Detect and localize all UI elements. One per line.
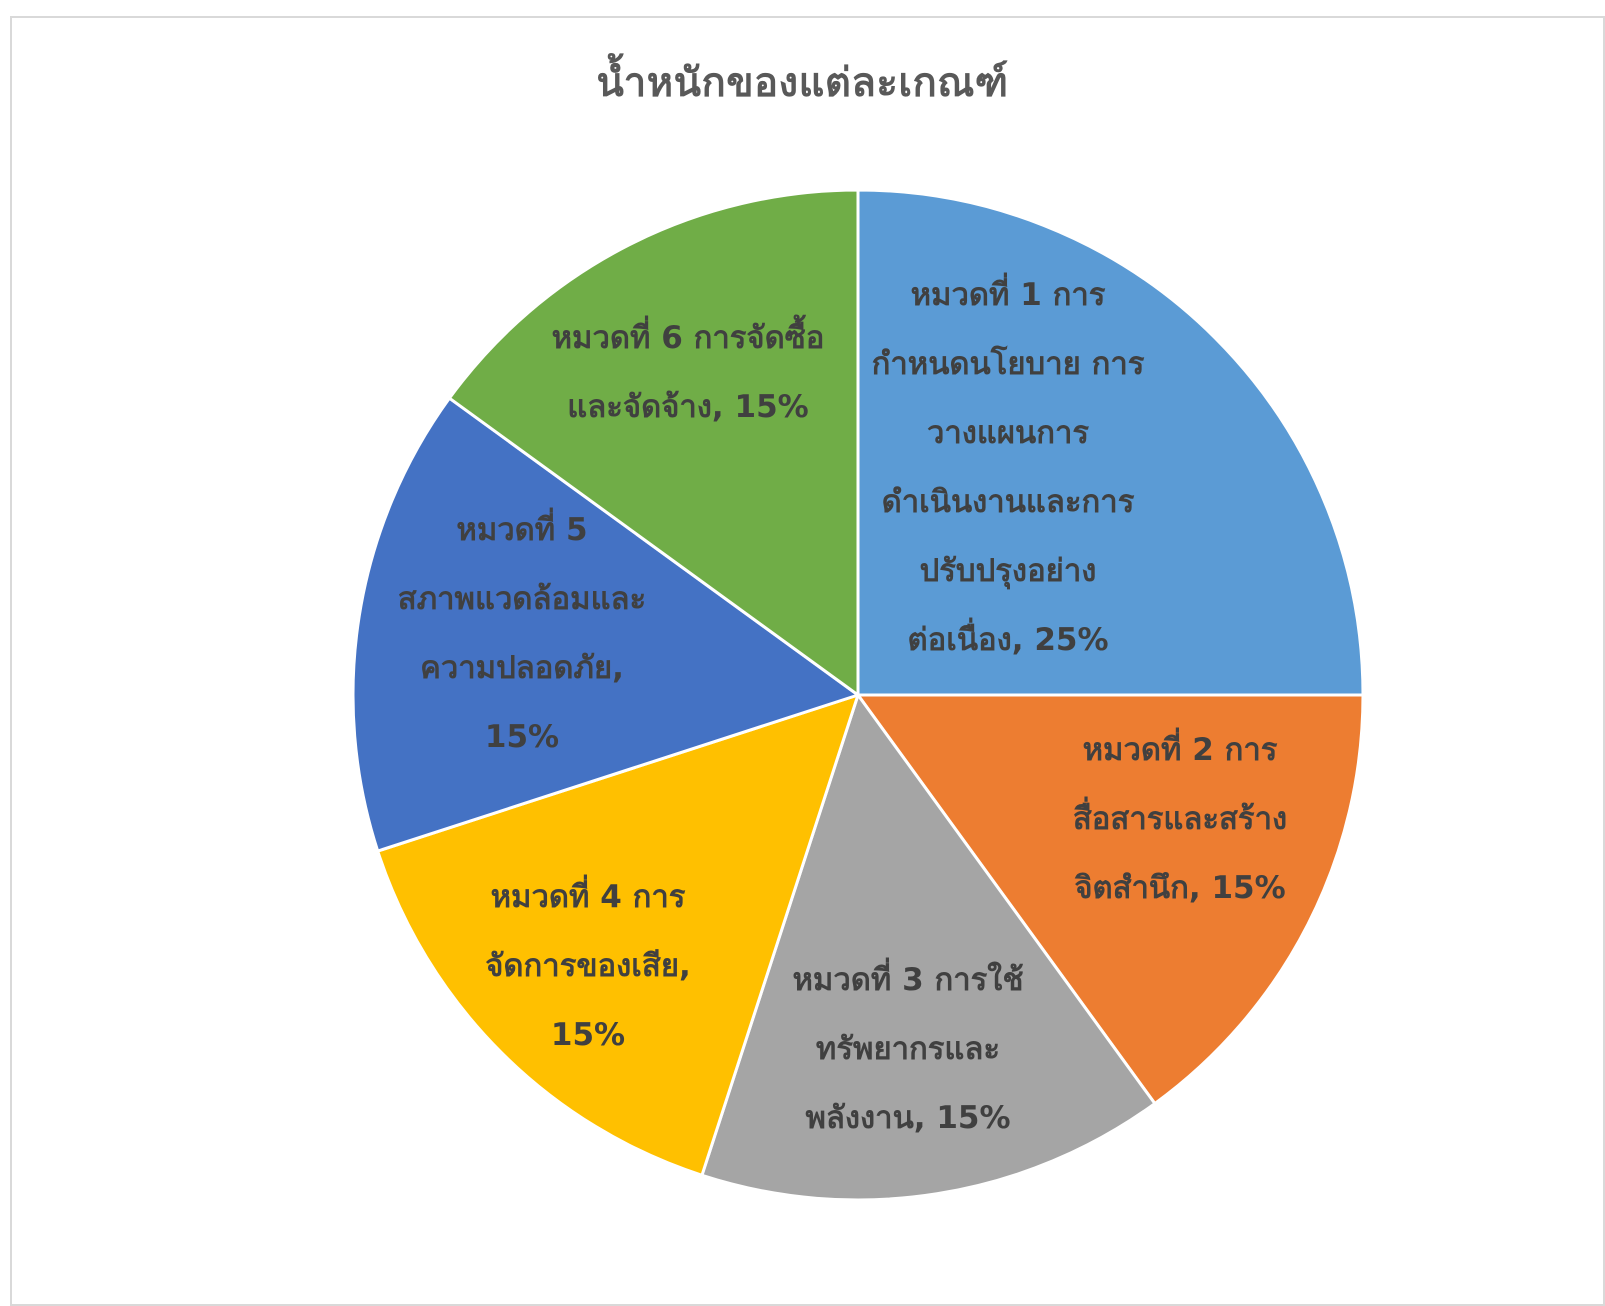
slice-label-5: หมวดที่ 5 สภาพแวดล้อมและความปลอดภัย, 15% [398,507,646,755]
pie-slice-2 [856,693,1365,1106]
slice-label-line: ทรัพยากรและ [816,1031,1000,1067]
pie-slice-1 [856,188,1365,697]
slice-label-2: หมวดที่ 2 การสื่อสารและสร้างจิตสำนึก, 15… [1073,727,1287,906]
slice-label-line: สภาพแวดล้อมและ [398,581,646,617]
slice-label-line: 15% [551,1017,625,1053]
pie-slice-5 [351,396,860,853]
slice-label-6: หมวดที่ 6 การจัดซื้อและจัดจ้าง, 15% [552,314,825,425]
slice-label-line: ดำเนินงานและการ [882,484,1135,520]
pie-slices [351,188,1365,1202]
slice-label-line: หมวดที่ 2 การ [1083,727,1278,768]
slice-label-line: จิตสำนึก, 15% [1074,870,1285,906]
slice-label-line: หมวดที่ 6 การจัดซื้อ [552,314,825,356]
slice-label-line: และจัดจ้าง, 15% [567,389,808,425]
chart-title: น้ำหนักของแต่ละเกณฑ์ [596,60,1009,106]
slice-label-line: จัดการของเสีย, [485,948,691,984]
slice-label-line: สื่อสารและสร้าง [1073,796,1287,837]
slice-label-1: หมวดที่ 1 การกำหนดนโยบาย การวางแผนการดำเ… [872,272,1145,658]
slice-label-line: หมวดที่ 3 การใช้ [792,957,1023,998]
pie-slice-3 [700,693,1157,1202]
pie-slice-6 [447,188,860,697]
slice-label-line: 15% [485,719,559,755]
slice-label-line: ความปลอดภัย, [420,650,624,686]
slice-label-line: วางแผนการ [927,415,1089,451]
slice-label-3: หมวดที่ 3 การใช้ทรัพยากรและพลังงาน, 15% [792,957,1023,1136]
slice-label-line: พลังงาน, 15% [805,1100,1010,1136]
slice-label-line: กำหนดนโยบาย การ [872,345,1145,382]
slice-label-line: ปรับปรุงอย่าง [920,553,1097,590]
slice-label-line: หมวดที่ 4 การ [491,874,686,915]
pie-slice-4 [376,693,860,1177]
slice-label-line: ต่อเนื่อง, 25% [907,617,1108,658]
slice-label-line: หมวดที่ 1 การ [911,272,1106,313]
pie-labels: หมวดที่ 1 การกำหนดนโยบาย การวางแผนการดำเ… [398,272,1287,1136]
slice-label-4: หมวดที่ 4 การจัดการของเสีย, 15% [485,874,691,1053]
slice-label-line: หมวดที่ 5 [456,507,587,548]
